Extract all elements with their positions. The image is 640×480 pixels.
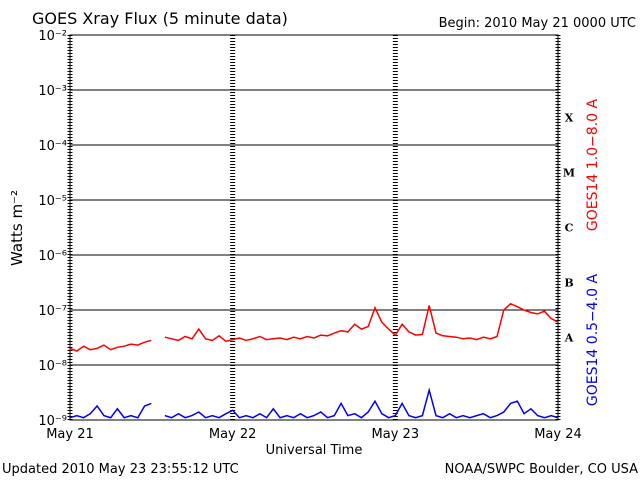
chart-subtitle: Begin: 2010 May 21 0000 UTC [439,16,636,31]
flare-class-label: X [565,112,574,125]
flare-class-label: B [564,277,573,290]
y-tick-label: 10⁻⁶ [38,249,67,264]
x-axis-label: Universal Time [266,443,363,458]
y-tick-label: 10⁻⁹ [38,414,67,429]
chart-title: GOES Xray Flux (5 minute data) [32,9,288,28]
y-tick-label: 10⁻⁴ [38,139,67,154]
y-axis-label: Watts m⁻² [8,190,26,266]
series-label: GOES14 1.0−8.0 A [585,99,601,232]
flare-class-label: C [565,222,574,235]
footer-right: NOAA/SWPC Boulder, CO USA [445,462,638,477]
flare-class-label: M [563,167,575,180]
y-tick-label: 10⁻³ [38,84,67,99]
series-line [69,387,559,419]
y-tick-label: 10⁻⁷ [38,304,67,319]
series-label: GOES14 0.5−4.0 A [585,274,601,407]
x-tick-label: May 24 [534,427,582,442]
x-tick-label: May 23 [372,427,420,442]
flare-class-label: A [564,332,574,345]
y-tick-label: 10⁻² [38,29,67,44]
series-line [69,302,559,352]
y-tick-label: 10⁻⁵ [38,194,67,209]
x-tick-label: May 21 [46,427,94,442]
plot-frame [69,34,559,421]
y-tick-label: 10⁻⁸ [38,359,67,374]
x-tick-label: May 22 [209,427,257,442]
footer-left: Updated 2010 May 23 23:55:12 UTC [2,462,239,477]
